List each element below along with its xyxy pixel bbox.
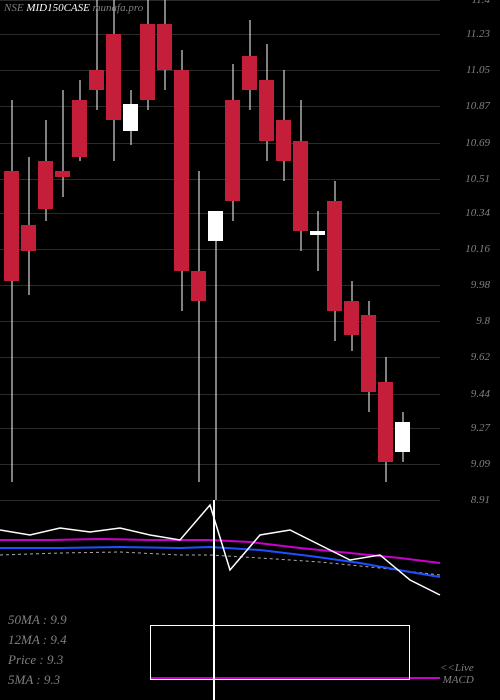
chart-title: NSE MID150CASE munafa.pro xyxy=(4,2,143,14)
chart-container: NSE MID150CASE munafa.pro 11.411.2311.05… xyxy=(0,0,500,700)
readout-5ma: 5MA : 9.3 xyxy=(8,672,60,688)
indicator-box xyxy=(150,625,410,680)
title-exchange: NSE xyxy=(4,2,24,14)
readout-price: Price : 9.3 xyxy=(8,652,63,668)
live-text: <<Live xyxy=(440,662,474,674)
indicator-lines xyxy=(0,0,500,700)
indicator-line xyxy=(0,539,440,563)
live-macd-label: <<Live MACD xyxy=(440,662,474,686)
title-symbol: MID150CASE xyxy=(26,2,90,14)
indicator-line xyxy=(0,505,440,595)
macd-text: MACD xyxy=(443,674,474,686)
indicator-line xyxy=(0,547,440,577)
readout-50ma: 50MA : 9.9 xyxy=(8,612,67,628)
title-site: munafa.pro xyxy=(93,2,144,14)
readout-12ma: 12MA : 9.4 xyxy=(8,632,67,648)
